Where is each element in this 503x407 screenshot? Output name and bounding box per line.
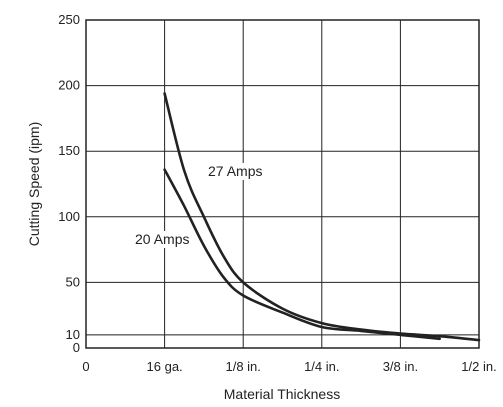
y-tick-label: 200 xyxy=(58,78,80,93)
x-tick-label: 0 xyxy=(82,359,89,374)
series-label-backdrop xyxy=(206,163,268,180)
x-tick-label: 1/4 in. xyxy=(304,359,339,374)
plot-frame xyxy=(85,19,480,349)
x-axis-title: Material Thickness xyxy=(224,386,340,402)
y-tick-label: 250 xyxy=(58,12,80,27)
x-tick-label: 1/8 in. xyxy=(225,359,260,374)
y-tick-label: 50 xyxy=(66,274,80,289)
series-line-27-amps xyxy=(163,92,481,342)
series-curves xyxy=(163,92,481,342)
y-axis-title: Cutting Speed (ipm) xyxy=(26,122,42,247)
grid-lines xyxy=(86,20,479,348)
x-tick-label: 16 ga. xyxy=(147,359,183,374)
series-label-20-amps: 20 Amps xyxy=(135,231,189,247)
y-tick-label: 100 xyxy=(58,209,80,224)
series-label-27-amps: 27 Amps xyxy=(208,163,262,179)
series-line-20-amps xyxy=(163,168,441,341)
y-tick-label: 10 xyxy=(66,327,80,342)
y-tick-label: 0 xyxy=(73,340,80,355)
y-tick-labels: 010 50 100 150 200 250 xyxy=(58,12,80,355)
series-labels: 27 Amps 20 Amps xyxy=(133,163,268,248)
x-tick-label: 1/2 in. xyxy=(461,359,496,374)
series-label-backdrop xyxy=(133,231,195,248)
x-tick-labels: 0 16 ga. 1/8 in. 1/4 in. 3/8 in. 1/2 in. xyxy=(82,359,496,374)
y-tick-label: 150 xyxy=(58,143,80,158)
x-tick-label: 3/8 in. xyxy=(383,359,418,374)
